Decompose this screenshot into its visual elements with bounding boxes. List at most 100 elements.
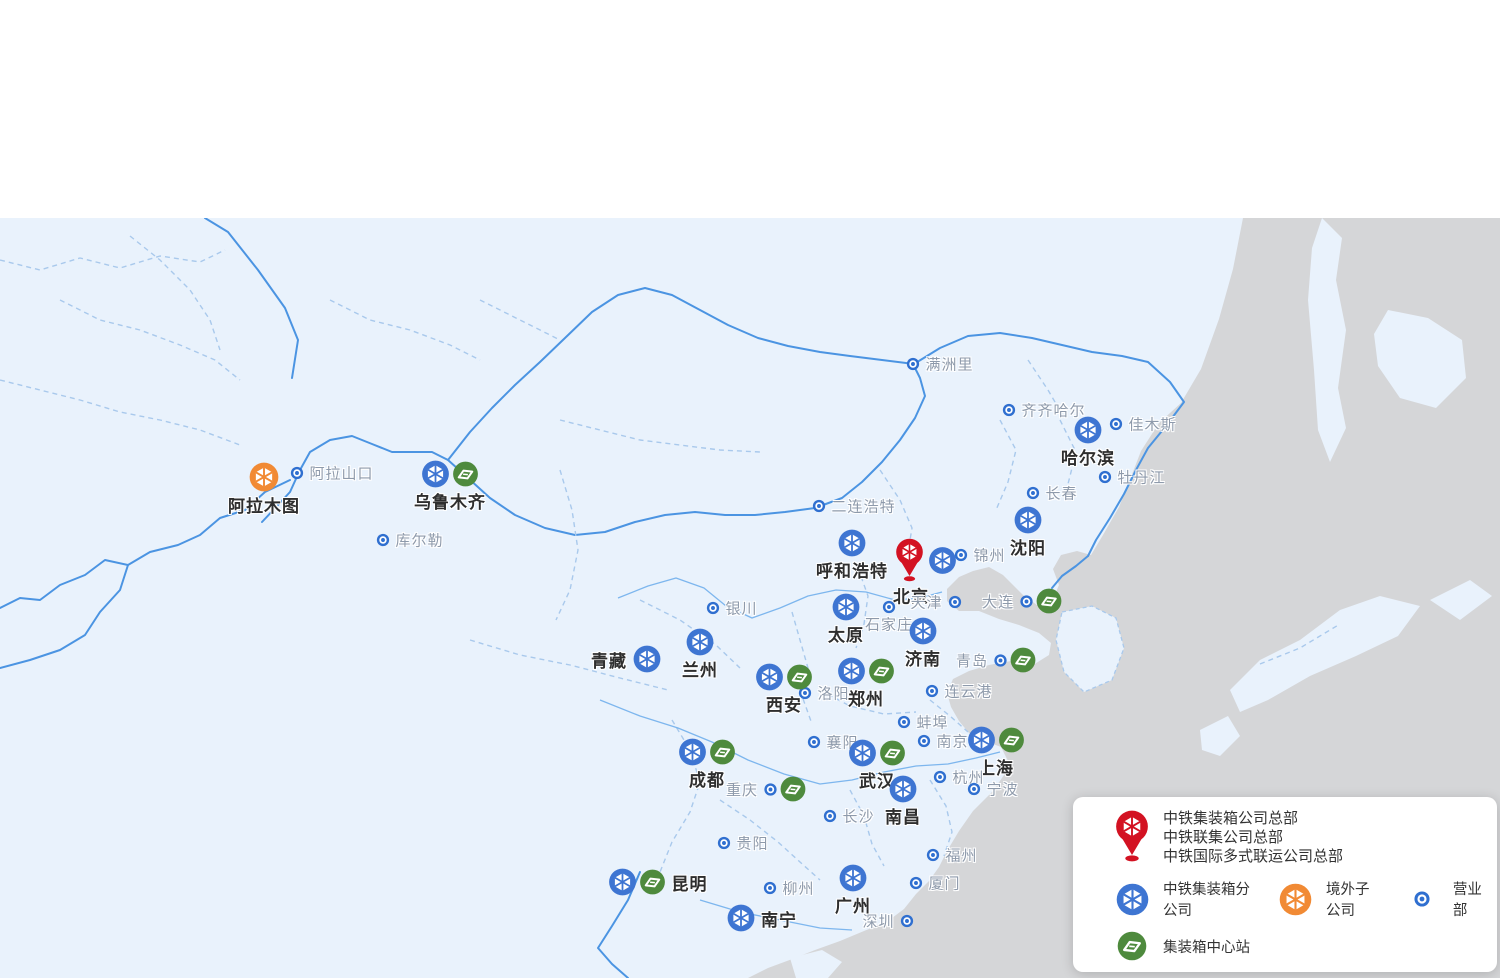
city-lianyungang[interactable]: 连云港 — [925, 681, 996, 702]
city-lanzhou[interactable]: 兰州 — [682, 628, 717, 680]
city-hangzhou[interactable]: 杭州 — [933, 767, 988, 788]
branch-icon — [839, 864, 867, 892]
city-chongqing[interactable]: 重庆 — [722, 776, 806, 802]
city-xiangyang[interactable]: 襄阳 — [807, 732, 862, 753]
city-kunming[interactable]: 昆明 — [609, 868, 712, 896]
city-label: 连云港 — [944, 683, 993, 701]
office-icon — [906, 357, 920, 371]
border-china-north — [261, 287, 1185, 557]
office-icon — [882, 600, 896, 614]
city-label: 南京 — [936, 733, 969, 751]
city-label: 兰州 — [682, 661, 718, 680]
branch-icon — [679, 738, 707, 766]
city-xiamen[interactable]: 厦门 — [909, 873, 964, 894]
branch-icon — [756, 663, 784, 691]
legend-row-headquarters: 中铁集装箱公司总部 中铁联集公司总部 中铁国际多式联运公司总部 — [1113, 809, 1487, 866]
branch-icon — [1014, 506, 1042, 534]
city-tianjin[interactable]: 天津 — [906, 592, 962, 613]
island-kyushu — [1200, 716, 1240, 756]
city-taiyuan[interactable]: 太原 — [828, 593, 863, 645]
office-icon — [764, 782, 777, 796]
city-jiamusi[interactable]: 佳木斯 — [1109, 414, 1180, 435]
pearl-river — [699, 899, 853, 931]
city-guangzhou[interactable]: 广州 — [835, 864, 870, 916]
city-jinzhou[interactable]: 锦州 — [954, 545, 1009, 566]
city-shenzhen[interactable]: 深圳 — [858, 911, 914, 932]
city-qiqihar[interactable]: 齐齐哈尔 — [1002, 400, 1089, 421]
city-label: 长沙 — [842, 808, 875, 826]
city-chengdu[interactable]: 成都 — [679, 738, 736, 790]
city-qingdao[interactable]: 青岛 — [952, 647, 1036, 673]
city-label: 呼和浩特 — [816, 562, 888, 581]
station-icon — [640, 869, 666, 895]
city-ningbo[interactable]: 宁波 — [967, 779, 1022, 800]
city-label: 重庆 — [725, 781, 759, 799]
office-icon — [900, 914, 914, 928]
city-label: 乌鲁木齐 — [414, 493, 486, 512]
city-mudanjiang[interactable]: 牡丹江 — [1098, 467, 1169, 488]
yellow-river — [617, 577, 943, 619]
island-sakhalin — [1308, 218, 1346, 462]
city-alashankou[interactable]: 阿拉山口 — [290, 463, 377, 484]
city-label: 济南 — [905, 650, 941, 669]
city-label: 贵阳 — [736, 835, 769, 853]
city-nanning[interactable]: 南宁 — [727, 904, 801, 932]
city-xian[interactable]: 西安 — [756, 663, 813, 715]
city-shenyang[interactable]: 沈阳 — [1010, 506, 1045, 558]
branch-icon — [727, 904, 755, 932]
city-korla[interactable]: 库尔勒 — [376, 530, 447, 551]
city-changsha[interactable]: 长沙 — [823, 806, 878, 827]
city-label: 天津 — [910, 594, 943, 612]
branch-icon — [686, 628, 714, 656]
city-fuzhou[interactable]: 福州 — [926, 845, 981, 866]
city-luoyang[interactable]: 洛阳 — [798, 683, 853, 704]
station-icon — [453, 461, 479, 487]
office-icon — [967, 782, 981, 796]
city-yinchuan[interactable]: 银川 — [706, 598, 761, 619]
city-beijing[interactable]: 北京 — [893, 538, 957, 607]
overseas-icon — [249, 462, 279, 492]
city-urumqi[interactable]: 乌鲁木齐 — [414, 460, 485, 512]
city-label: 牡丹江 — [1117, 469, 1166, 487]
branch-icon — [889, 775, 917, 803]
city-hohhot[interactable]: 呼和浩特 — [816, 529, 887, 581]
border-korea — [1051, 555, 1089, 589]
city-harbin[interactable]: 哈尔滨 — [1061, 416, 1114, 468]
office-icon — [812, 499, 826, 513]
hq-pin-icon — [894, 538, 926, 583]
city-label: 南宁 — [761, 910, 797, 930]
city-label: 佳木斯 — [1128, 416, 1177, 434]
city-qingzang[interactable]: 青藏 — [587, 645, 661, 673]
office-icon — [917, 734, 931, 748]
office-icon — [1098, 470, 1112, 484]
office-icon — [763, 881, 777, 895]
city-wuhan[interactable]: 武汉 — [849, 739, 906, 791]
branch-icon — [609, 868, 637, 896]
city-nanjing[interactable]: 南京 — [917, 731, 972, 752]
city-zhengzhou[interactable]: 郑州 — [838, 657, 895, 709]
city-guiyang[interactable]: 贵阳 — [717, 833, 772, 854]
office-icon — [909, 876, 923, 890]
branch-icon — [1074, 416, 1102, 444]
city-liuzhou[interactable]: 柳州 — [763, 878, 818, 899]
office-icon — [933, 770, 947, 784]
city-shijiazhuang[interactable]: 石家庄 — [865, 600, 912, 634]
city-bengbu[interactable]: 蚌埠 — [897, 712, 952, 733]
border-central-asia — [0, 479, 291, 609]
city-erenhot[interactable]: 二连浩特 — [812, 496, 899, 517]
island-hainan — [790, 950, 842, 978]
korea-region — [1055, 605, 1125, 693]
city-manzhouli[interactable]: 满洲里 — [906, 354, 977, 375]
border-kazakh-russia — [204, 218, 299, 379]
island-honshu — [1230, 596, 1420, 712]
station-icon — [1036, 588, 1062, 614]
city-almaty[interactable]: 阿拉木图 — [228, 462, 299, 516]
city-shanghai[interactable]: 上海 — [968, 726, 1025, 778]
city-nanchang[interactable]: 南昌 — [885, 775, 920, 827]
office-icon — [290, 466, 304, 480]
city-jinan[interactable]: 济南 — [905, 617, 940, 669]
city-dalian[interactable]: 大连 — [978, 588, 1062, 614]
city-changchun[interactable]: 长春 — [1026, 483, 1081, 504]
office-icon — [897, 715, 911, 729]
station-icon — [787, 664, 813, 690]
